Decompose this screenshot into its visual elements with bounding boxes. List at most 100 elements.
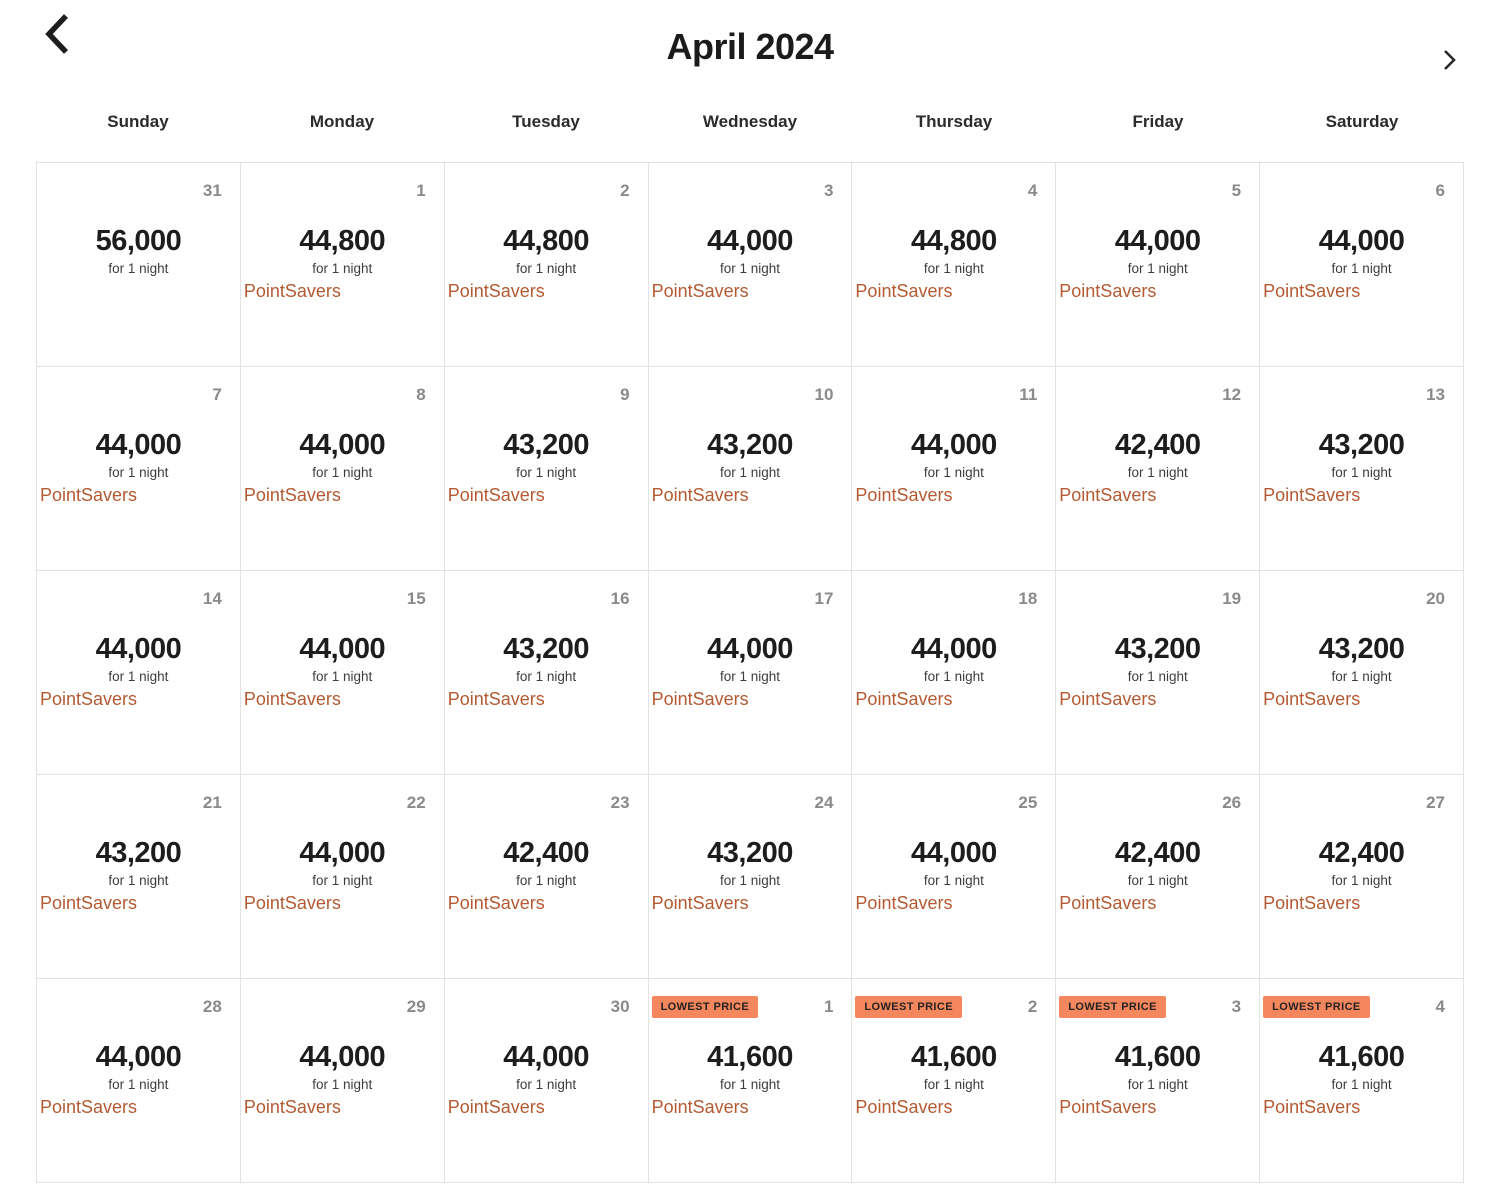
day-number: 2: [620, 180, 630, 200]
day-cell[interactable]: LOWEST PRICE 1 41,600 for 1 night PointS…: [648, 979, 853, 1183]
day-cell[interactable]: 9 43,200 for 1 night PointSavers: [444, 367, 649, 571]
day-cell[interactable]: 26 42,400 for 1 night PointSavers: [1056, 775, 1261, 979]
pointsavers-label: PointSavers: [1059, 281, 1157, 301]
day-cell[interactable]: 3 44,000 for 1 night PointSavers: [648, 163, 853, 367]
price-block: 42,400 for 1 night: [1260, 837, 1463, 889]
pointsavers-label: PointSavers: [651, 689, 749, 709]
day-cell[interactable]: 14 44,000 for 1 night PointSavers: [37, 571, 241, 775]
per-night-label: for 1 night: [108, 1077, 169, 1092]
day-cell[interactable]: 23 42,400 for 1 night PointSavers: [444, 775, 649, 979]
day-cell[interactable]: 22 44,000 for 1 night PointSavers: [240, 775, 445, 979]
weekday-label: Wednesday: [702, 112, 798, 131]
pointsavers-label: PointSavers: [40, 1097, 138, 1117]
day-cell-top: 8: [244, 381, 425, 408]
weekday-header-row: Sunday Monday Tuesday Wednesday Thursday…: [36, 112, 1464, 132]
per-night-label: for 1 night: [719, 873, 781, 888]
day-number: 10: [814, 384, 834, 404]
pointsavers-label: PointSavers: [855, 1097, 953, 1117]
calendar-header: April 2024: [0, 0, 1500, 100]
pointsavers-label: PointSavers: [1263, 689, 1361, 709]
day-number: 30: [610, 996, 630, 1016]
points-price: 44,000: [911, 429, 997, 461]
price-block: 44,000 for 1 night: [37, 1041, 240, 1093]
day-cell[interactable]: 10 43,200 for 1 night PointSavers: [648, 367, 853, 571]
day-cell[interactable]: 25 44,000 for 1 night PointSavers: [852, 775, 1057, 979]
points-price: 44,800: [911, 225, 997, 257]
points-price: 44,000: [95, 1041, 182, 1073]
per-night-label: for 1 night: [1331, 1077, 1392, 1092]
day-cell[interactable]: 4 44,800 for 1 night PointSavers: [852, 163, 1057, 367]
day-cell[interactable]: 15 44,000 for 1 night PointSavers: [240, 571, 445, 775]
points-price: 43,200: [707, 429, 793, 461]
per-night-label: for 1 night: [312, 669, 373, 684]
day-number: 18: [1018, 588, 1038, 608]
day-number: 14: [202, 588, 222, 608]
day-number: 12: [1222, 384, 1242, 404]
day-number: 22: [406, 792, 426, 812]
day-cell[interactable]: 31 56,000 for 1 night: [37, 163, 241, 367]
day-number: 3: [1231, 996, 1242, 1016]
day-number: 2: [1027, 996, 1038, 1016]
day-cell[interactable]: 8 44,000 for 1 night PointSavers: [240, 367, 445, 571]
price-block: 41,600 for 1 night: [1260, 1041, 1463, 1093]
price-block: 43,200 for 1 night: [649, 429, 852, 481]
pointsavers-label: PointSavers: [243, 1097, 341, 1117]
day-cell[interactable]: 19 43,200 for 1 night PointSavers: [1056, 571, 1261, 775]
day-cell[interactable]: LOWEST PRICE 2 41,600 for 1 night PointS…: [852, 979, 1057, 1183]
day-cell[interactable]: 16 43,200 for 1 night PointSavers: [444, 571, 649, 775]
day-cell[interactable]: 18 44,000 for 1 night PointSavers: [852, 571, 1057, 775]
day-cell[interactable]: 17 44,000 for 1 night PointSavers: [648, 571, 853, 775]
day-cell-top: 12: [1059, 381, 1241, 408]
per-night-label: for 1 night: [719, 1077, 781, 1092]
price-block: 44,000 for 1 night: [241, 633, 444, 685]
per-night-label: for 1 night: [108, 873, 169, 888]
per-night-label: for 1 night: [719, 261, 781, 276]
day-cell[interactable]: 5 44,000 for 1 night PointSavers: [1056, 163, 1261, 367]
lowest-price-badge: LOWEST PRICE: [1263, 995, 1370, 1018]
day-number: 4: [1027, 180, 1038, 200]
day-cell[interactable]: 21 43,200 for 1 night PointSavers: [37, 775, 241, 979]
day-cell[interactable]: 13 43,200 for 1 night PointSavers: [1260, 367, 1464, 571]
day-cell[interactable]: 30 44,000 for 1 night PointSavers: [444, 979, 649, 1183]
pointsavers-label: PointSavers: [447, 689, 545, 709]
per-night-label: for 1 night: [516, 465, 577, 480]
day-cell[interactable]: 2 44,800 for 1 night PointSavers: [444, 163, 649, 367]
price-block: 43,200 for 1 night: [445, 633, 648, 685]
per-night-label: for 1 night: [1331, 465, 1392, 480]
month-title: April 2024: [666, 26, 834, 67]
points-price: 44,000: [95, 633, 182, 665]
day-cell[interactable]: 28 44,000 for 1 night PointSavers: [37, 979, 241, 1183]
chevron-right-icon: [1443, 49, 1456, 74]
per-night-label: for 1 night: [312, 1077, 373, 1092]
day-cell-top: 27: [1263, 789, 1445, 816]
points-price: 44,000: [503, 1041, 589, 1073]
day-number: 20: [1426, 588, 1445, 608]
day-number: 9: [620, 384, 630, 404]
day-cell[interactable]: 27 42,400 for 1 night PointSavers: [1260, 775, 1464, 979]
day-cell[interactable]: LOWEST PRICE 3 41,600 for 1 night PointS…: [1056, 979, 1261, 1183]
price-block: 44,000 for 1 night: [649, 633, 852, 685]
previous-month-button[interactable]: [40, 12, 74, 58]
day-cell[interactable]: 1 44,800 for 1 night PointSavers: [240, 163, 445, 367]
price-block: 43,200 for 1 night: [1260, 633, 1463, 685]
day-cell[interactable]: 6 44,000 for 1 night PointSavers: [1260, 163, 1464, 367]
next-month-button[interactable]: [1436, 48, 1462, 74]
day-cell[interactable]: 12 42,400 for 1 night PointSavers: [1056, 367, 1261, 571]
price-block: 44,000 for 1 night: [37, 429, 240, 481]
day-cell[interactable]: 11 44,000 for 1 night PointSavers: [852, 367, 1057, 571]
price-block: 44,000 for 1 night: [649, 225, 852, 277]
pointsavers-label: PointSavers: [243, 893, 341, 913]
day-number: 15: [406, 588, 426, 608]
day-cell-top: 20: [1263, 585, 1445, 612]
day-cell-top: 25: [855, 789, 1037, 816]
per-night-label: for 1 night: [1127, 465, 1188, 480]
day-cell[interactable]: 24 43,200 for 1 night PointSavers: [648, 775, 853, 979]
day-cell-top: 15: [244, 585, 426, 612]
day-cell[interactable]: 29 44,000 for 1 night PointSavers: [240, 979, 445, 1183]
day-cell[interactable]: 7 44,000 for 1 night PointSavers: [37, 367, 241, 571]
day-cell[interactable]: LOWEST PRICE 4 41,600 for 1 night PointS…: [1260, 979, 1464, 1183]
day-cell-top: 24: [652, 789, 834, 816]
day-number: 26: [1222, 792, 1242, 812]
day-cell[interactable]: 20 43,200 for 1 night PointSavers: [1260, 571, 1464, 775]
weekday-label: Sunday: [107, 112, 169, 131]
